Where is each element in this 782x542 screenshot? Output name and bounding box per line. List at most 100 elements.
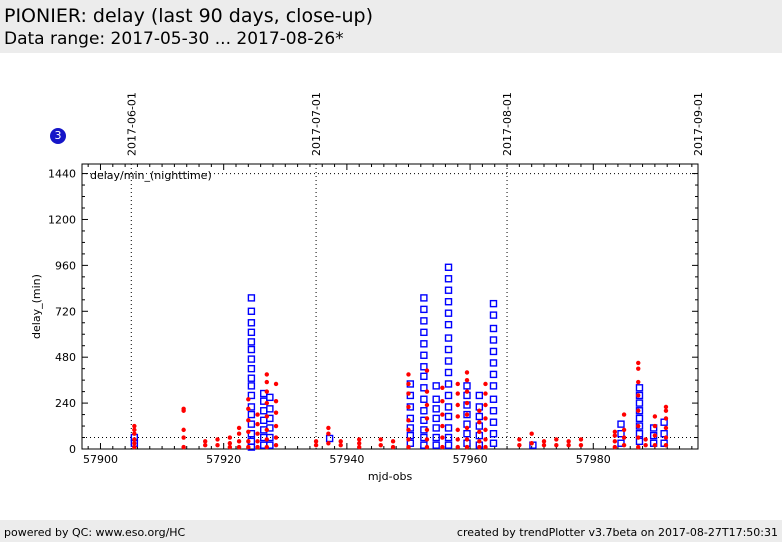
data-point-nighttime: [652, 414, 658, 419]
data-point-daytime: [463, 429, 471, 438]
data-point-nighttime: [255, 439, 260, 444]
header-bar: PIONIER: delay (last 90 days, close-up) …: [0, 0, 782, 53]
data-point-nighttime: [612, 444, 618, 450]
data-point-nighttime: [477, 429, 482, 434]
data-point-daytime: [489, 299, 498, 308]
data-point-daytime: [247, 364, 256, 373]
data-point-nighttime: [440, 412, 445, 417]
data-point-daytime: [420, 340, 428, 348]
data-point-nighttime: [181, 406, 186, 412]
data-point-nighttime: [477, 439, 482, 444]
data-point-nighttime: [236, 444, 242, 450]
x-tick-label: 57960: [453, 453, 488, 466]
data-point-nighttime: [264, 400, 269, 406]
data-point-nighttime: [255, 431, 260, 436]
data-point-nighttime: [636, 393, 641, 398]
data-point-nighttime: [273, 442, 279, 448]
data-point-nighttime: [483, 444, 488, 450]
data-point-nighttime: [652, 433, 658, 438]
data-point-nighttime: [203, 442, 208, 448]
data-point-nighttime: [132, 441, 137, 446]
data-point-nighttime: [440, 398, 445, 404]
data-point-nighttime: [227, 444, 233, 450]
data-point-daytime: [247, 294, 256, 302]
data-point-nighttime: [390, 444, 396, 450]
data-point-nighttime: [636, 423, 641, 429]
data-point-daytime: [489, 347, 498, 356]
data-point-nighttime: [621, 435, 627, 440]
data-point-nighttime: [578, 442, 584, 448]
data-point-daytime: [444, 424, 453, 432]
data-point-nighttime: [424, 402, 430, 408]
data-point-nighttime: [636, 408, 641, 413]
data-point-nighttime: [464, 370, 470, 375]
delay-scatter-chart: 2017-06-01 2017-07-01 2017-08-01 2017-09-01…: [30, 92, 705, 483]
plot-number-badge[interactable]: 3: [50, 128, 66, 144]
data-point-daytime: [420, 328, 428, 337]
data-point-nighttime: [566, 439, 571, 444]
data-point-nighttime: [181, 444, 186, 450]
data-point-nighttime: [132, 431, 137, 436]
data-point-nighttime: [636, 366, 641, 371]
footer-bar: powered by QC: www.eso.org/HC created by…: [0, 520, 782, 542]
data-point-nighttime: [477, 420, 482, 425]
data-point-daytime: [432, 424, 440, 432]
data-point-nighttime: [464, 425, 470, 431]
data-point-daytime: [489, 370, 498, 379]
data-point-nighttime: [663, 435, 669, 440]
data-point-nighttime: [246, 429, 251, 434]
data-point-nighttime: [663, 425, 669, 431]
data-point-nighttime: [246, 397, 251, 402]
data-point-daytime: [247, 391, 256, 400]
data-point-nighttime: [483, 437, 488, 442]
data-point-nighttime: [440, 444, 445, 450]
data-point-nighttime: [621, 412, 627, 417]
data-point-daytime: [489, 439, 498, 447]
data-point-daytime: [432, 433, 440, 442]
top-date-label: 2017-09-01: [692, 92, 705, 156]
data-point-daytime: [432, 405, 440, 413]
data-point-nighttime: [541, 439, 547, 444]
data-point-daytime: [617, 429, 625, 438]
data-point-nighttime: [264, 372, 269, 377]
footer-created-by: created by trendPlotter v3.7beta on 2017…: [456, 526, 778, 539]
data-point-nighttime: [612, 433, 618, 438]
data-point-nighttime: [440, 423, 445, 429]
data-point-nighttime: [612, 429, 618, 434]
data-point-daytime: [475, 391, 484, 400]
data-point-nighttime: [424, 437, 430, 442]
data-point-nighttime: [464, 444, 470, 450]
x-tick-label: 57920: [206, 453, 241, 466]
data-point-nighttime: [529, 441, 534, 446]
data-point-daytime: [489, 395, 498, 403]
data-point-nighttime: [663, 404, 669, 410]
data-point-nighttime: [313, 442, 319, 448]
data-point-nighttime: [273, 381, 279, 387]
data-point-nighttime: [236, 431, 242, 436]
data-point-nighttime: [181, 435, 186, 440]
top-date-label: 2017-07-01: [310, 92, 323, 156]
plot-annotation: delay/min_(nighttime): [90, 169, 212, 182]
data-point-nighttime: [464, 400, 470, 406]
data-point-nighttime: [357, 437, 362, 442]
data-point-daytime: [247, 410, 256, 419]
footer-powered-by[interactable]: powered by QC: www.eso.org/HC: [4, 526, 186, 539]
data-point-daytime: [325, 434, 334, 443]
data-point-daytime: [432, 441, 440, 449]
data-point-daytime: [444, 275, 453, 283]
data-point-nighttime: [643, 442, 648, 448]
data-point-daytime: [247, 345, 256, 354]
data-point-daytime: [432, 395, 440, 403]
data-point-nighttime: [636, 435, 641, 440]
data-point-nighttime: [406, 444, 411, 450]
data-point-nighttime: [132, 427, 137, 433]
data-point-nighttime: [132, 423, 137, 429]
data-point-nighttime: [483, 416, 488, 421]
data-point-daytime: [444, 433, 453, 442]
data-point-nighttime: [264, 437, 269, 442]
data-point-nighttime: [652, 442, 658, 448]
data-point-daytime: [489, 407, 498, 415]
data-point-nighttime: [652, 423, 658, 429]
data-point-nighttime: [406, 391, 411, 396]
data-point-daytime: [489, 311, 498, 319]
